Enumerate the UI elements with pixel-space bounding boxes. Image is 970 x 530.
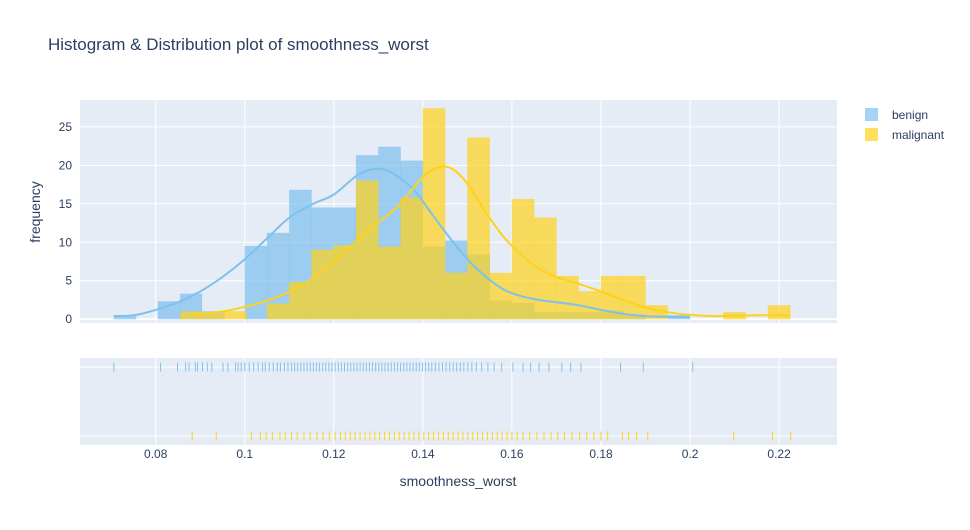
malignant-bar bbox=[378, 246, 401, 320]
x-tick-label: 0.2 bbox=[682, 447, 699, 461]
benign-bar bbox=[157, 301, 181, 320]
benign-distribution-curve bbox=[113, 167, 691, 319]
x-tick-label: 0.18 bbox=[589, 447, 613, 461]
x-tick-label: 0.08 bbox=[144, 447, 168, 461]
y-tick-label: 20 bbox=[59, 158, 73, 172]
legend: benign malignant bbox=[865, 108, 945, 142]
legend-item-malignant: malignant bbox=[865, 128, 945, 142]
y-tick-labels: 0 5 10 15 20 25 bbox=[59, 120, 73, 326]
malignant-bar bbox=[511, 198, 535, 320]
x-axis-label: smoothness_worst bbox=[400, 473, 517, 489]
y-tick-label: 15 bbox=[59, 197, 73, 211]
chart-title: Histogram & Distribution plot of smoothn… bbox=[48, 35, 429, 54]
rug-plot-area bbox=[80, 358, 837, 445]
malignant-legend-swatch bbox=[865, 128, 878, 141]
malignant-bar bbox=[311, 249, 335, 320]
malignant-bar bbox=[623, 275, 646, 320]
x-tick-label: 0.1 bbox=[236, 447, 253, 461]
benign-legend-swatch bbox=[865, 108, 878, 121]
malignant-bar bbox=[333, 245, 357, 320]
malignant-bar bbox=[266, 303, 290, 320]
malignant-bar bbox=[444, 272, 468, 320]
malignant-bar bbox=[533, 217, 557, 320]
x-tick-labels: 0.08 0.1 0.12 0.14 0.16 0.18 0.2 0.22 bbox=[144, 447, 791, 461]
x-tick-label: 0.12 bbox=[322, 447, 346, 461]
y-tick-label: 0 bbox=[65, 312, 72, 326]
malignant-bar bbox=[422, 108, 446, 320]
legend-item-benign: benign bbox=[865, 108, 928, 122]
x-tick-label: 0.16 bbox=[500, 447, 524, 461]
malignant-bar bbox=[355, 180, 379, 320]
malignant-bar bbox=[400, 197, 424, 320]
y-tick-label: 10 bbox=[59, 235, 73, 249]
legend-label: benign bbox=[892, 108, 928, 122]
malignant-bar bbox=[224, 311, 247, 320]
legend-label: malignant bbox=[892, 128, 945, 142]
malignant-bar bbox=[767, 305, 791, 320]
x-tick-label: 0.14 bbox=[411, 447, 435, 461]
y-tick-label: 5 bbox=[65, 274, 72, 288]
rug-marks bbox=[113, 362, 792, 441]
malignant-bar bbox=[179, 311, 203, 320]
malignant-bar bbox=[467, 137, 490, 320]
y-tick-label: 25 bbox=[59, 120, 73, 134]
y-axis-label: frequency bbox=[27, 181, 43, 242]
malignant-bar bbox=[289, 281, 312, 320]
malignant-bar bbox=[489, 272, 513, 320]
x-tick-label: 0.22 bbox=[767, 447, 791, 461]
malignant-distribution-curve bbox=[193, 165, 791, 318]
distribution-curves bbox=[113, 165, 791, 319]
histogram-bars bbox=[113, 108, 791, 320]
